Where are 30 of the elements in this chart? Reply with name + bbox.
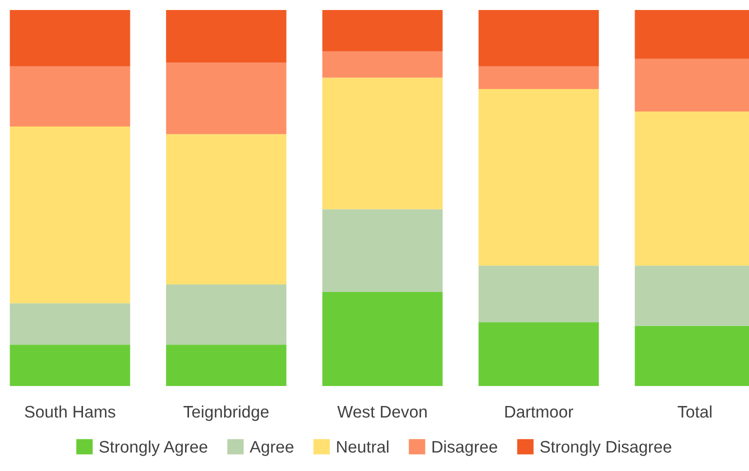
legend-label: Disagree bbox=[432, 440, 498, 456]
x-tick-label: Teignbridge bbox=[184, 405, 269, 421]
bar bbox=[10, 126, 130, 304]
bar bbox=[10, 303, 130, 345]
bar bbox=[10, 66, 130, 127]
x-tick-label: West Devon bbox=[337, 406, 427, 418]
bar bbox=[478, 266, 599, 322]
x-tick-label: South Hams bbox=[24, 405, 116, 418]
bar bbox=[166, 284, 286, 345]
bar bbox=[322, 51, 443, 78]
legend-label: Strongly Agree bbox=[99, 440, 208, 456]
bar bbox=[478, 10, 599, 66]
bar bbox=[478, 66, 599, 89]
x-tick-label: Dartmoor bbox=[505, 406, 574, 418]
bar bbox=[478, 88, 599, 266]
bar bbox=[322, 78, 443, 210]
bar bbox=[322, 209, 443, 292]
bar bbox=[10, 344, 130, 386]
bar bbox=[478, 322, 599, 386]
legend-label: Strongly Disagree bbox=[540, 440, 672, 456]
bar bbox=[166, 344, 286, 386]
x-tick-label: Total bbox=[678, 405, 712, 418]
bar bbox=[322, 10, 443, 52]
bar bbox=[10, 10, 130, 66]
bar bbox=[166, 134, 286, 284]
legend-label: Neutral bbox=[337, 440, 388, 453]
legend-label: Agree bbox=[250, 441, 294, 456]
bar bbox=[322, 292, 443, 386]
bar bbox=[166, 10, 286, 63]
bar bbox=[166, 62, 286, 134]
